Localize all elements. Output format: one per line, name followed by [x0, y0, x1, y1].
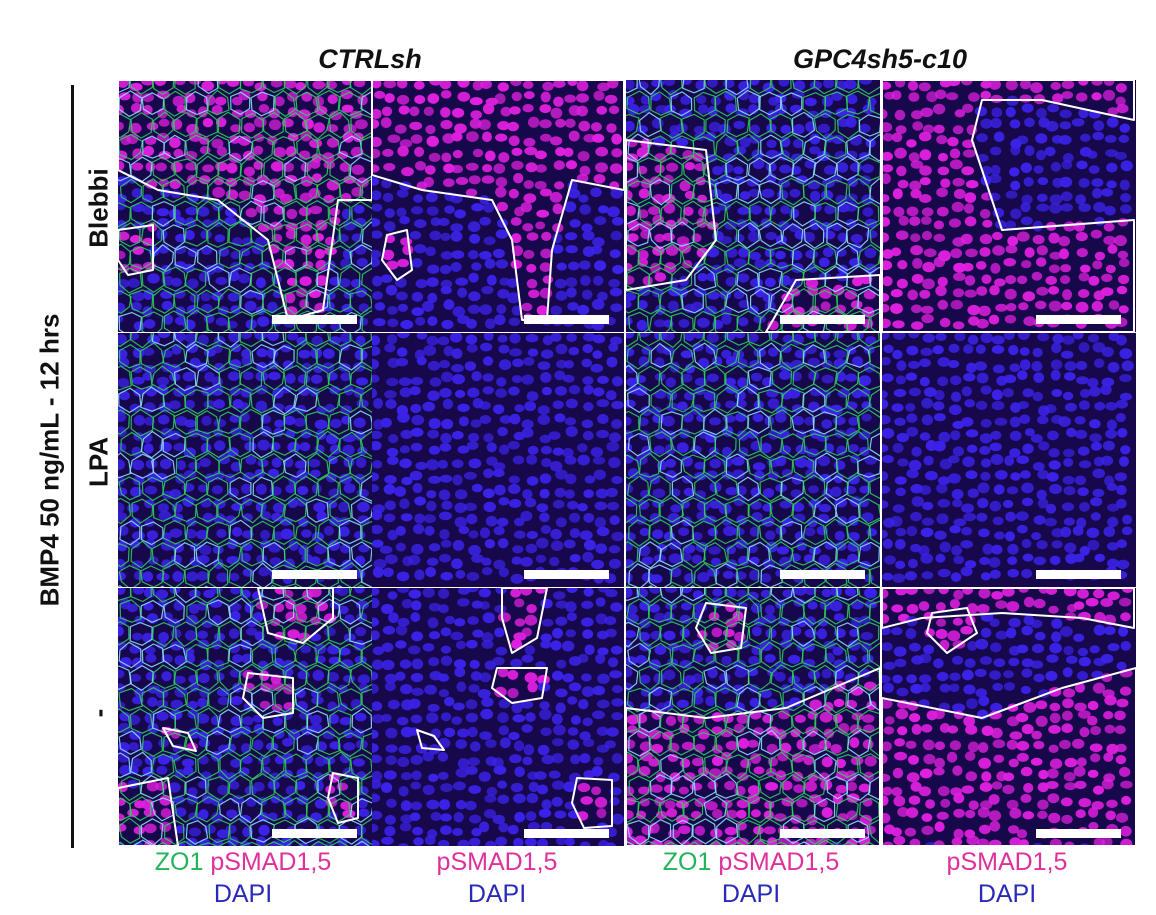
- caption-zo1: ZO1: [154, 848, 204, 876]
- caption-dapi: DAPI: [721, 880, 781, 908]
- caption-psmad: pSMAD1,5: [946, 848, 1068, 876]
- micrograph-panel: [626, 80, 880, 332]
- scale-bar: [524, 829, 609, 838]
- caption-psmad: pSMAD1,5: [718, 848, 840, 876]
- caption-col3: ZO1 pSMAD1,5 DAPI: [626, 846, 876, 910]
- micrograph-panel: [882, 80, 1136, 332]
- micrograph-panel: [882, 588, 1136, 846]
- micrograph-panel: [118, 80, 372, 332]
- scale-bar: [1036, 315, 1121, 324]
- scale-bar: [524, 570, 609, 579]
- scale-bar: [780, 315, 865, 324]
- row-label-blebbi: Blebbi: [83, 168, 114, 248]
- micrograph-panel: [372, 588, 624, 846]
- scale-bar: [780, 829, 865, 838]
- caption-col2: pSMAD1,5 DAPI: [372, 846, 622, 910]
- side-title: BMP4 50 ng/mL - 12 hrs: [34, 313, 65, 607]
- scale-bar: [1036, 829, 1121, 838]
- scale-bar: [272, 829, 357, 838]
- micrograph-panel: [118, 333, 372, 587]
- group-title-gpc4sh: GPC4sh5-c10: [792, 44, 968, 74]
- caption-psmad: pSMAD1,5: [210, 848, 332, 876]
- caption-dapi: DAPI: [977, 880, 1037, 908]
- caption-col1: ZO1 pSMAD1,5 DAPI: [118, 846, 368, 910]
- row-label-lpa: LPA: [83, 436, 114, 488]
- caption-zo1: ZO1: [662, 848, 712, 876]
- scale-bar: [1036, 570, 1121, 579]
- micrograph-panel: [882, 333, 1136, 587]
- row-label-none: -: [83, 708, 114, 718]
- micrograph-panel: [372, 333, 624, 587]
- scale-bar: [524, 315, 609, 324]
- scale-bar: [272, 570, 357, 579]
- scale-bar: [272, 315, 357, 324]
- group-title-ctrlsh: CTRLsh: [318, 44, 422, 74]
- micrograph-panel: [626, 333, 880, 587]
- micrograph-panel: [118, 588, 372, 846]
- micrograph-panel: [626, 588, 880, 846]
- caption-col4: pSMAD1,5 DAPI: [882, 846, 1132, 910]
- scale-bar: [780, 570, 865, 579]
- side-bracket-line: [71, 85, 74, 848]
- caption-dapi: DAPI: [467, 880, 527, 908]
- caption-dapi: DAPI: [213, 880, 273, 908]
- micrograph-panel: [372, 80, 624, 332]
- caption-psmad: pSMAD1,5: [436, 848, 558, 876]
